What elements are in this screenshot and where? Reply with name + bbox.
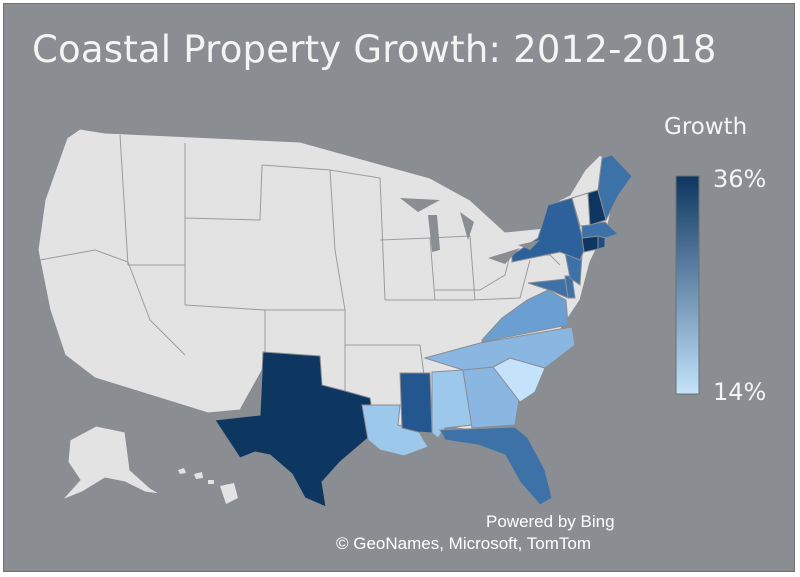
legend-title: Growth xyxy=(664,114,748,140)
state-florida xyxy=(439,426,553,506)
great-lakes xyxy=(400,198,540,264)
state-hawaii xyxy=(178,468,238,504)
state-texas xyxy=(214,351,373,508)
state-alaska xyxy=(61,425,161,501)
legend-min-label: 14% xyxy=(713,378,767,406)
attribution-powered-by: Powered by Bing xyxy=(486,512,615,531)
state-north-carolina xyxy=(423,326,576,371)
state-massachusetts xyxy=(581,221,619,239)
state-maine xyxy=(597,154,633,222)
state-virginia xyxy=(481,289,569,343)
legend-max-label: 36% xyxy=(713,165,767,193)
map-title: Coastal Property Growth: 2012-2018 xyxy=(32,28,717,71)
state-borders xyxy=(39,134,561,421)
state-mississippi xyxy=(399,372,433,434)
attribution-copyright: © GeoNames, Microsoft, TomTom xyxy=(336,534,591,553)
state-connecticut xyxy=(581,235,599,253)
legend-gradient-bar xyxy=(675,175,700,395)
state-louisiana xyxy=(361,404,429,457)
